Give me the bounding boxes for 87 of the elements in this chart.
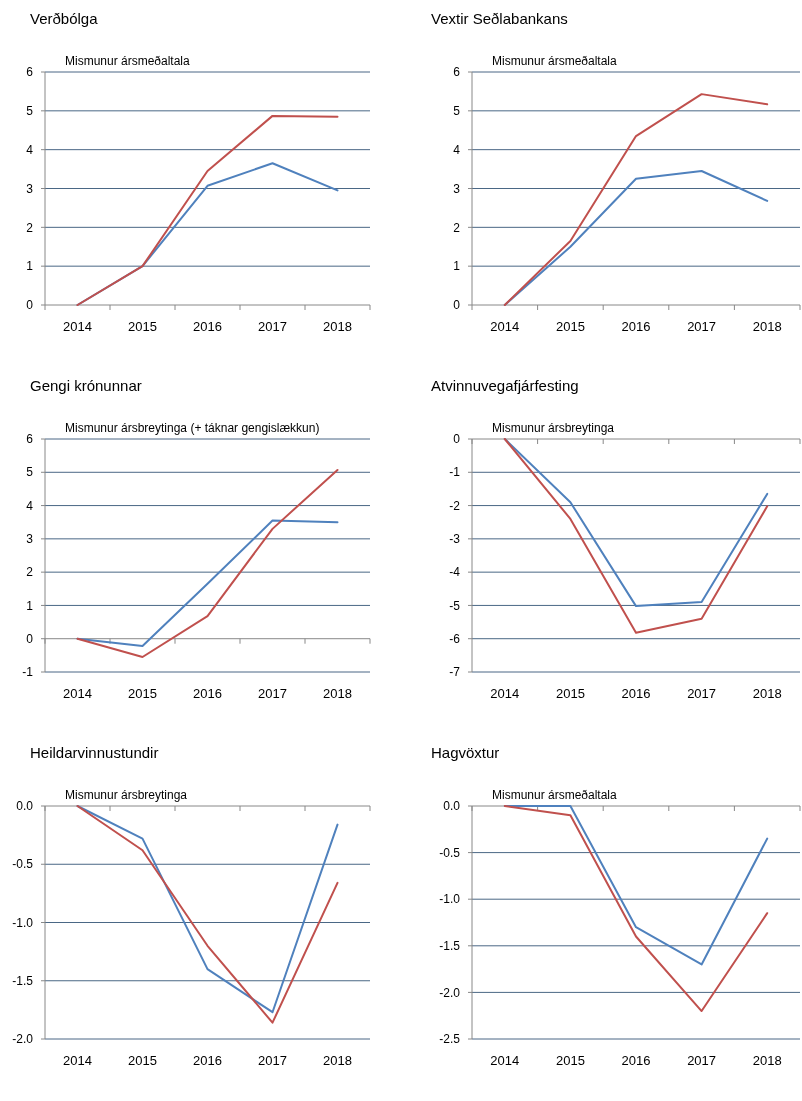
- chart-title: Gengi krónunnar: [30, 377, 142, 394]
- x-tick-label: 2014: [63, 686, 92, 701]
- x-tick-label: 2015: [128, 1053, 157, 1068]
- line-series: [503, 93, 769, 306]
- y-tick-label: -2: [449, 498, 461, 513]
- y-tick-label: -6: [449, 631, 461, 646]
- x-tick-label: 2018: [752, 686, 782, 701]
- y-tick-label: 1: [26, 259, 34, 274]
- y-tick-label: 0.0: [443, 799, 461, 814]
- x-tick-label: 2017: [258, 319, 287, 334]
- y-tick-label: 2: [26, 565, 34, 580]
- y-tick-label: 6: [26, 65, 34, 80]
- x-tick-label: 2017: [687, 319, 717, 334]
- x-tick-label: 2017: [258, 686, 287, 701]
- y-tick-label: 4: [26, 142, 34, 157]
- y-tick-label: 5: [453, 104, 461, 119]
- y-tick-label: 5: [26, 104, 34, 119]
- x-tick-label: 2018: [323, 319, 352, 334]
- chart-title: Vextir Seðlabankans: [431, 10, 568, 27]
- y-tick-label: -2.5: [439, 1032, 461, 1047]
- y-tick-label: 0: [453, 432, 461, 447]
- y-tick-label: -7: [449, 665, 461, 680]
- y-tick-label: 6: [453, 65, 461, 80]
- x-tick-label: 2014: [490, 1053, 520, 1068]
- x-tick-label: 2018: [323, 686, 352, 701]
- y-tick-label: 6: [26, 432, 34, 447]
- y-tick-label: -1.5: [12, 973, 34, 988]
- y-axis-title: Mismunur ársmeðaltala: [492, 54, 618, 68]
- y-tick-label: 5: [26, 465, 34, 480]
- chart-title: Hagvöxtur: [431, 744, 500, 761]
- x-tick-label: 2016: [621, 686, 651, 701]
- y-tick-label: -3: [449, 532, 461, 547]
- x-tick-label: 2015: [555, 1053, 585, 1068]
- x-tick-label: 2014: [63, 1053, 92, 1068]
- y-tick-label: 3: [26, 181, 34, 196]
- x-tick-label: 2016: [621, 1053, 651, 1068]
- x-tick-label: 2016: [193, 1053, 222, 1068]
- y-tick-label: -0.5: [439, 845, 461, 860]
- y-tick-label: 3: [453, 181, 461, 196]
- chart-title: Atvinnuvegafjárfesting: [431, 377, 579, 394]
- y-tick-label: -2.0: [12, 1032, 34, 1047]
- x-tick-label: 2014: [490, 319, 520, 334]
- x-tick-label: 2014: [63, 319, 92, 334]
- x-tick-label: 2015: [555, 319, 585, 334]
- y-tick-label: 0.0: [16, 799, 34, 814]
- y-tick-label: 0: [26, 298, 34, 313]
- x-tick-label: 2015: [555, 686, 585, 701]
- y-tick-label: 2: [26, 220, 34, 235]
- x-tick-label: 2016: [193, 319, 222, 334]
- y-tick-label: -4: [449, 565, 461, 580]
- y-axis-title: Mismunur ársbreytinga: [492, 421, 615, 435]
- y-tick-label: -1: [449, 465, 461, 480]
- chart-title: Verðbólga: [30, 10, 99, 27]
- y-tick-label: -5: [449, 598, 461, 613]
- x-tick-label: 2016: [193, 686, 222, 701]
- y-tick-label: 0: [26, 631, 34, 646]
- y-tick-label: -0.5: [12, 857, 34, 872]
- line-series: [76, 468, 339, 659]
- x-tick-label: 2018: [752, 319, 782, 334]
- y-tick-label: 2: [453, 220, 461, 235]
- y-axis-title: Mismunur ársmeðaltala: [492, 788, 618, 802]
- y-axis-title: Mismunur ársbreytinga (+ táknar gengislækkun): [65, 421, 320, 435]
- x-tick-label: 2017: [258, 1053, 287, 1068]
- x-tick-label: 2015: [128, 319, 157, 334]
- y-tick-label: 0: [453, 298, 461, 313]
- y-tick-label: 3: [26, 532, 34, 547]
- x-tick-label: 2017: [687, 686, 717, 701]
- x-tick-label: 2014: [490, 686, 520, 701]
- x-tick-label: 2017: [687, 1053, 717, 1068]
- line-series: [76, 114, 339, 306]
- y-axis-title: Mismunur ársbreytinga: [65, 788, 188, 802]
- x-tick-label: 2016: [621, 319, 651, 334]
- y-tick-label: -1.0: [439, 892, 461, 907]
- x-tick-label: 2018: [323, 1053, 352, 1068]
- y-tick-label: -1.0: [12, 915, 34, 930]
- y-tick-label: 4: [453, 142, 461, 157]
- x-tick-label: 2018: [752, 1053, 782, 1068]
- y-axis-title: Mismunur ársmeðaltala: [65, 54, 191, 68]
- line-series: [503, 805, 769, 1013]
- y-tick-label: 4: [26, 498, 34, 513]
- x-tick-label: 2015: [128, 686, 157, 701]
- y-tick-label: -1.5: [439, 939, 461, 953]
- y-tick-label: 1: [26, 598, 34, 613]
- y-tick-label: -1: [22, 665, 34, 680]
- chart-title: Heildarvinnustundir: [30, 744, 159, 761]
- y-tick-label: -2.0: [439, 985, 461, 1000]
- y-tick-label: 1: [453, 259, 461, 274]
